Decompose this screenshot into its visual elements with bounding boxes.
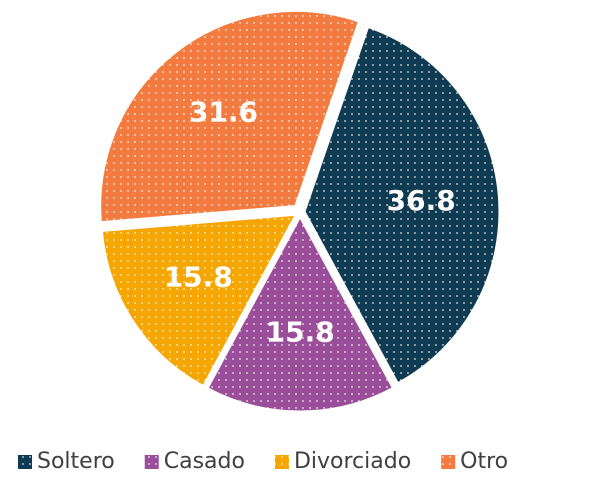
slice-pattern — [303, 26, 500, 384]
legend-swatch-pattern — [18, 455, 32, 469]
slice-pattern — [206, 216, 394, 412]
legend-label: Soltero — [37, 449, 115, 474]
legend-label: Otro — [460, 449, 508, 474]
legend-label: Divorciado — [294, 449, 411, 474]
slice-pattern — [101, 214, 297, 387]
legend: Soltero Casado Divorciado Otro — [18, 449, 508, 474]
data-label: 15.8 — [164, 261, 233, 294]
slice-pattern — [99, 10, 360, 223]
pie: 36.8 15.8 15.8 31.6 — [98, 9, 502, 414]
data-label: 15.8 — [266, 316, 335, 349]
data-label: 36.8 — [387, 184, 456, 217]
legend-label: Casado — [164, 449, 245, 474]
legend-swatch-pattern — [441, 455, 456, 469]
legend-swatch-pattern — [274, 455, 289, 469]
legend-swatch-pattern — [144, 455, 159, 469]
data-label: 31.6 — [189, 96, 258, 129]
